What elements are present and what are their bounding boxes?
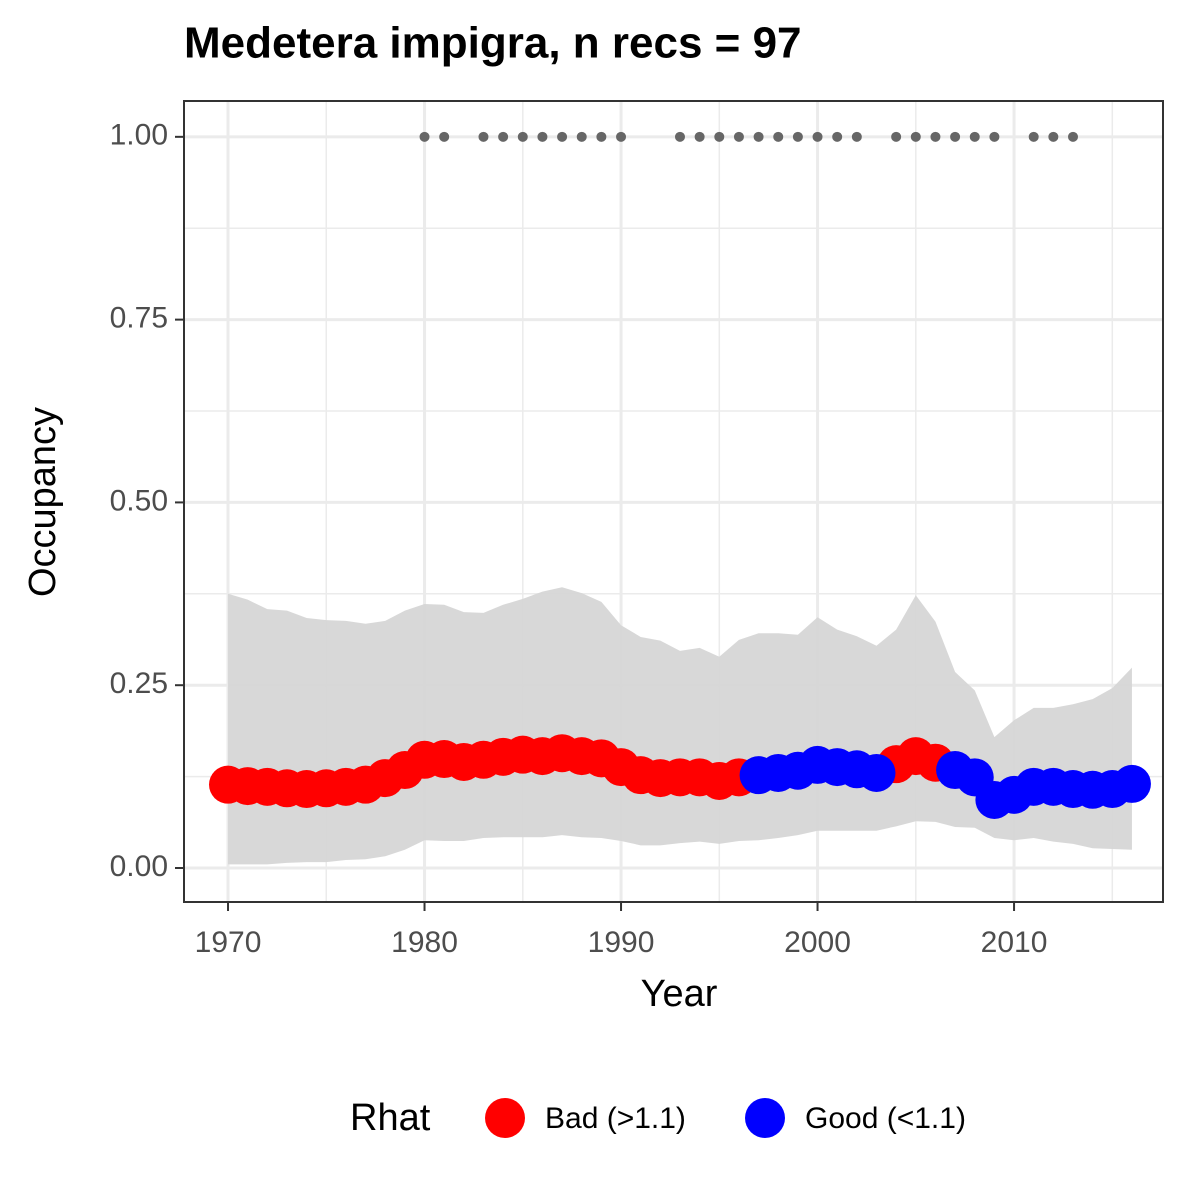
record-point: [694, 131, 705, 142]
record-point: [930, 131, 941, 142]
occupancy-point: [1112, 764, 1151, 803]
record-point: [733, 131, 744, 142]
x-tick-label: 1990: [588, 926, 655, 959]
x-tick-label: 1980: [391, 926, 458, 959]
legend-label: Good (<1.1): [805, 1102, 966, 1135]
record-point: [910, 131, 921, 142]
x-tick-label: 1970: [195, 926, 262, 959]
y-tick-label: 0.75: [110, 302, 168, 335]
y-tick-label: 0.50: [110, 484, 168, 517]
record-point: [478, 131, 489, 142]
record-point: [950, 131, 961, 142]
record-point: [537, 131, 548, 142]
record-point: [419, 131, 430, 142]
record-point: [891, 131, 902, 142]
record-point: [773, 131, 784, 142]
legend-label: Bad (>1.1): [545, 1102, 686, 1135]
record-point: [792, 131, 803, 142]
record-point: [517, 131, 528, 142]
record-point: [674, 131, 685, 142]
record-point: [989, 131, 1000, 142]
record-point: [851, 131, 862, 142]
record-point: [969, 131, 980, 142]
record-point: [714, 131, 725, 142]
record-point: [498, 131, 509, 142]
record-point: [616, 131, 627, 142]
panel-border: [183, 100, 1164, 903]
record-point: [812, 131, 823, 142]
record-point: [1067, 131, 1078, 142]
y-axis-title: Occupancy: [22, 407, 64, 597]
chart-title: Medetera impigra, n recs = 97: [184, 19, 802, 68]
y-tick-label: 0.00: [110, 850, 168, 883]
occupancy-point: [857, 753, 896, 792]
y-tick-label: 1.00: [110, 119, 168, 152]
legend-swatch: [745, 1098, 785, 1138]
record-point: [753, 131, 764, 142]
record-point: [596, 131, 607, 142]
x-tick-label: 2010: [981, 926, 1048, 959]
legend-swatch: [485, 1098, 525, 1138]
x-tick-label: 2000: [784, 926, 851, 959]
y-tick-label: 0.25: [110, 667, 168, 700]
record-point: [1028, 131, 1039, 142]
confidence-band: [228, 587, 1132, 865]
record-point: [557, 131, 568, 142]
record-point: [576, 131, 587, 142]
record-point: [1048, 131, 1059, 142]
x-axis-title: Year: [641, 973, 718, 1015]
record-point: [832, 131, 843, 142]
record-point: [439, 131, 450, 142]
legend-title: Rhat: [350, 1097, 431, 1139]
